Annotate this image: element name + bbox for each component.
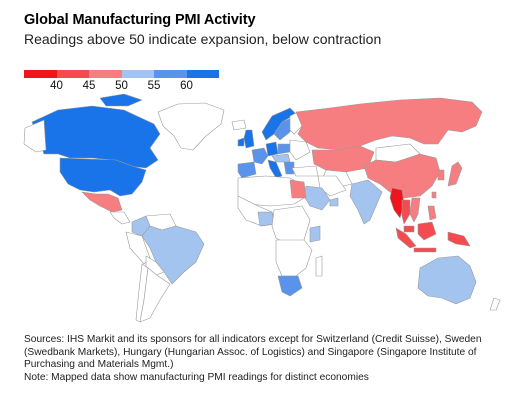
region-central-europe [271,153,291,163]
region-canada [31,105,161,169]
region-japan [447,161,463,187]
world-map [23,93,501,323]
region-russia [295,97,483,151]
region-taiwan [431,191,437,199]
region-india [349,179,383,225]
region-indonesia-borneo [417,221,437,241]
region-myanmar [389,187,405,219]
legend-swatch-light-blue [121,70,154,78]
region-usa [59,157,147,197]
region-uk [243,129,255,149]
region-germany [265,141,279,157]
region-madagascar [315,255,323,277]
region-ukraine [289,139,311,161]
legend-swatch-mid-blue [154,70,187,78]
region-norway [261,107,297,141]
color-legend: 40 45 50 55 60 [24,70,219,92]
region-ireland [237,137,245,147]
sources-text: Sources: IHS Markit and its sponsors for… [24,334,482,371]
region-central-america [109,211,131,225]
region-kenya [309,225,321,243]
region-canada-islands [99,93,143,107]
region-poland [277,143,291,155]
region-mexico [81,191,123,213]
region-indonesia-java [413,247,437,253]
region-egypt [289,179,307,199]
legend-swatch-deep-red [24,70,57,78]
legend-tick-50: 50 [115,80,128,92]
legend-tick-40: 40 [50,80,63,92]
map-footer: Sources: IHS Markit and its sponsors for… [24,334,524,384]
legend-swatch-pale-red [89,70,122,78]
region-brazil [141,225,205,285]
region-iran [317,175,347,197]
legend-tick-45: 45 [82,80,96,92]
legend-tick-55: 55 [147,80,161,92]
region-thailand [401,199,411,225]
legend-tick-60: 60 [180,80,193,92]
region-indonesia-sumatra [395,227,417,249]
region-iceland [231,119,247,131]
region-france [251,147,269,165]
region-nigeria [257,211,275,227]
map-subtitle: Readings above 50 indicate expansion, be… [24,31,382,47]
region-vietnam [409,197,421,223]
region-greece [283,161,295,175]
note-text: Note: Mapped data show manufacturing PMI… [24,371,369,383]
region-indonesia-papua [447,231,471,247]
legend-swatch-deep-blue [186,70,219,78]
region-south-korea [437,169,445,181]
region-italy [267,159,283,179]
region-new-zealand [489,297,501,311]
region-south-africa [277,275,303,297]
region-greenland [157,102,225,151]
region-australia [417,255,477,305]
legend-swatch-mid-red [56,70,89,78]
legend-color-bar [24,70,219,78]
region-china [363,153,441,199]
region-uae [329,197,339,207]
region-southern-africa [275,239,313,277]
region-argentina [139,267,171,323]
region-turkey [291,165,319,177]
region-malaysia [403,225,415,233]
map-title: Global Manufacturing PMI Activity [24,12,256,28]
region-alaska [23,119,47,153]
region-philippines [427,205,437,221]
region-spain [237,161,257,179]
